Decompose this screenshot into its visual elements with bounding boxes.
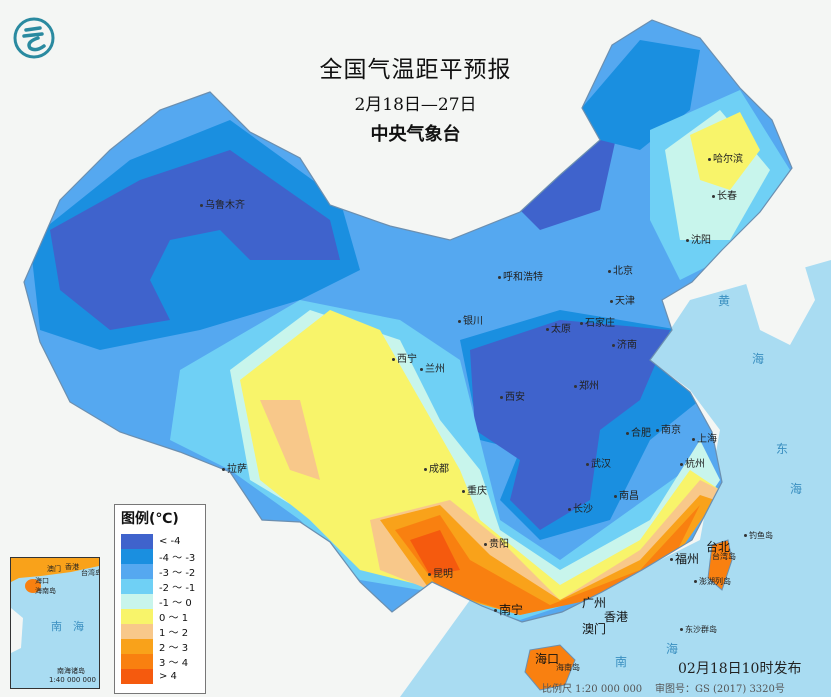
inset-label: 海南岛 <box>35 587 56 595</box>
inset-label: 香港 <box>65 563 79 571</box>
cma-logo-icon <box>13 17 55 59</box>
city-label: 济南 <box>612 336 637 351</box>
island-label: 海南岛 <box>556 663 580 672</box>
city-label: 兰州 <box>420 360 445 375</box>
city-label: 福州 <box>670 550 699 567</box>
city-label: 成都 <box>424 460 449 475</box>
city-label: 沈阳 <box>686 231 711 246</box>
city-label: 乌鲁木齐 <box>200 196 245 211</box>
map-scale: 比例尺 1:20 000 000 <box>542 684 643 695</box>
city-label: 贵阳 <box>484 535 509 550</box>
inset-sea-label: 海 <box>73 620 84 633</box>
legend: 图例(℃) < -4 -4 ～ -3 -3 ～ -2 -2 ～ -1 -1 ～ 0 0 ～… <box>114 504 206 694</box>
sea-label: 海 <box>666 642 679 656</box>
legend-title: 图例(℃) <box>121 511 179 527</box>
city-label: 郑州 <box>574 377 599 392</box>
legend-swatch <box>121 654 153 669</box>
issuer: 中央气象台 <box>370 124 461 145</box>
island-label: 台湾岛 <box>712 552 736 561</box>
legend-label: -2 ～ -1 <box>159 583 196 594</box>
sea-label: 南 <box>615 655 628 669</box>
legend-label: < -4 <box>159 536 181 547</box>
city-label: 长沙 <box>568 500 593 515</box>
legend-item: -3 ～ -2 <box>121 564 205 579</box>
legend-item: -4 ～ -3 <box>121 549 205 564</box>
sea-label: 东 <box>776 442 789 456</box>
legend-label: -1 ～ 0 <box>159 598 192 609</box>
korea-peninsula <box>745 230 815 345</box>
legend-swatch <box>121 564 153 579</box>
city-label: 长春 <box>712 187 737 202</box>
legend-item: 2 ～ 3 <box>121 639 205 654</box>
city-label: 南京 <box>656 421 681 436</box>
legend-item: < -4 <box>121 534 205 549</box>
legend-label: -4 ～ -3 <box>159 553 196 564</box>
city-label: 银川 <box>458 312 483 327</box>
city-label: 拉萨 <box>222 460 247 475</box>
legend-label: -3 ～ -2 <box>159 568 196 579</box>
city-label: 重庆 <box>462 482 487 497</box>
city-label: 太原 <box>546 320 571 335</box>
legend-item: -1 ～ 0 <box>121 594 205 609</box>
city-label: 台北 <box>706 540 731 554</box>
city-label: 昆明 <box>428 565 453 580</box>
legend-swatch <box>121 639 153 654</box>
hainan-island <box>524 644 576 691</box>
legend-item: -2 ～ -1 <box>121 579 205 594</box>
island-label: 东沙群岛 <box>680 624 717 635</box>
inset-title: 南海诸岛 <box>57 667 85 675</box>
legend-swatch <box>121 594 153 609</box>
city-label: 香港 <box>604 610 629 624</box>
legend-item: 0 ～ 1 <box>121 609 205 624</box>
city-label: 武汉 <box>586 455 611 470</box>
legend-swatch <box>121 669 153 684</box>
city-label: 澳门 <box>582 622 607 636</box>
inset-scale: 1:40 000 000 <box>49 676 96 684</box>
city-label: 西宁 <box>392 350 417 365</box>
legend-label: 1 ～ 2 <box>159 628 189 639</box>
city-label: 上海 <box>692 430 717 445</box>
city-label: 北京 <box>608 262 633 277</box>
legend-label: 0 ～ 1 <box>159 613 189 624</box>
legend-swatch <box>121 549 153 564</box>
city-label: 西安 <box>500 388 525 403</box>
map-title: 全国气温距平预报 <box>319 57 512 83</box>
review-number: 审图号：GS (2017) 3320号 <box>655 684 785 695</box>
publish-time: 02月18日10时发布 <box>678 661 802 677</box>
legend-swatch <box>121 579 153 594</box>
inset-label: 台湾岛 <box>81 569 100 577</box>
city-label: 石家庄 <box>580 314 615 329</box>
city-label: 海口 <box>535 652 560 666</box>
city-label: 合肥 <box>626 424 651 439</box>
legend-swatch <box>121 609 153 624</box>
legend-label: 3 ～ 4 <box>159 658 189 669</box>
country-border <box>23 19 793 623</box>
legend-item: 1 ～ 2 <box>121 624 205 639</box>
legend-swatch <box>121 624 153 639</box>
city-label: 天津 <box>610 292 635 307</box>
legend-item: > 4 <box>121 669 205 684</box>
city-label: 哈尔滨 <box>708 150 743 165</box>
legend-label: > 4 <box>159 671 177 682</box>
city-label: 杭州 <box>680 455 705 470</box>
south-china-sea-inset: 海口 海南岛 澳门 香港 台湾岛 南 海 南海诸岛 1:40 000 000 <box>10 557 100 689</box>
inset-map <box>11 558 99 653</box>
inset-label: 澳门 <box>47 565 61 573</box>
city-label: 南昌 <box>614 487 639 502</box>
sea-label: 海 <box>790 482 803 496</box>
legend-swatch <box>121 534 153 549</box>
island-label: 钓鱼岛 <box>744 530 773 541</box>
city-label: 呼和浩特 <box>498 268 543 283</box>
date-range: 2月18日—27日 <box>354 95 477 115</box>
city-label: 南宁 <box>494 601 523 618</box>
inset-label: 海口 <box>35 577 49 585</box>
city-label: 广州 <box>582 596 607 610</box>
inset-sea-label: 南 <box>51 620 62 633</box>
sea-label: 黄 <box>718 294 731 308</box>
sea-label: 海 <box>752 352 765 366</box>
legend-item: 3 ～ 4 <box>121 654 205 669</box>
island-label: 澎湖列岛 <box>694 576 731 587</box>
legend-label: 2 ～ 3 <box>159 643 189 654</box>
